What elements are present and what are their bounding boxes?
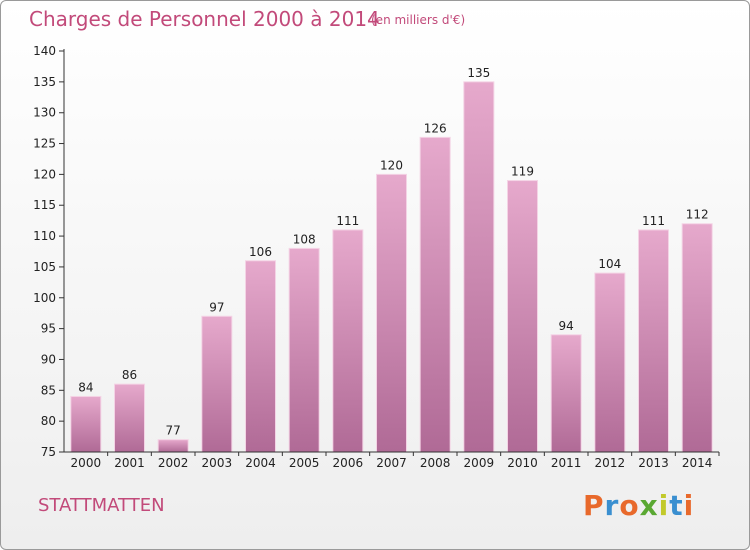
bar-2012 — [594, 272, 626, 453]
value-label-2001: 86 — [122, 368, 137, 382]
x-tick-2005: 2005 — [289, 456, 320, 470]
y-tick-85: 85 — [41, 383, 56, 397]
proxiti-logo[interactable]: Proxiti — [583, 489, 694, 522]
chart-subtitle: (en milliers d'€) — [371, 13, 466, 27]
logo-letter: i — [658, 489, 670, 522]
bar-2005 — [288, 247, 320, 453]
bar-2014 — [681, 223, 713, 453]
value-label-2008: 126 — [424, 121, 447, 135]
y-tick-135: 135 — [33, 75, 56, 89]
bar-2008 — [419, 136, 451, 453]
y-tick-140: 140 — [33, 44, 56, 58]
x-tick-2000: 2000 — [71, 456, 102, 470]
commune-name: STATTMATTEN — [38, 495, 165, 516]
logo-letter: x — [639, 489, 659, 522]
value-label-2009: 135 — [467, 66, 490, 80]
bar-2013 — [638, 229, 669, 453]
x-tick-2010: 2010 — [507, 456, 538, 470]
logo-letter: r — [604, 489, 620, 522]
y-tick-130: 130 — [33, 106, 56, 120]
value-label-2006: 111 — [336, 214, 359, 228]
y-tick-105: 105 — [33, 260, 56, 274]
y-tick-75: 75 — [41, 445, 56, 459]
x-tick-2013: 2013 — [638, 456, 669, 470]
bar-2007 — [376, 173, 407, 453]
bar-2009 — [463, 81, 495, 453]
x-tick-2008: 2008 — [420, 456, 451, 470]
x-tick-2003: 2003 — [202, 456, 233, 470]
y-tick-125: 125 — [33, 137, 56, 151]
x-tick-2009: 2009 — [464, 456, 495, 470]
bar-2004 — [245, 260, 276, 453]
bar-2010 — [507, 180, 538, 453]
x-tick-2014: 2014 — [682, 456, 713, 470]
value-label-2013: 111 — [642, 214, 665, 228]
value-label-2012: 104 — [598, 257, 621, 271]
x-tick-2001: 2001 — [114, 456, 145, 470]
value-label-2003: 97 — [209, 300, 224, 314]
x-tick-2007: 2007 — [376, 456, 407, 470]
value-label-2007: 120 — [380, 158, 403, 172]
y-tick-115: 115 — [33, 198, 56, 212]
y-tick-95: 95 — [41, 322, 56, 336]
x-tick-2006: 2006 — [333, 456, 364, 470]
value-label-2014: 112 — [686, 208, 709, 222]
y-tick-80: 80 — [41, 414, 56, 428]
bar-2006 — [332, 229, 364, 453]
logo-letter: P — [583, 489, 605, 522]
x-tick-2004: 2004 — [245, 456, 276, 470]
chart-title: Charges de Personnel 2000 à 2014 — [29, 7, 380, 31]
logo-letter: o — [619, 489, 640, 522]
value-label-2005: 108 — [293, 232, 316, 246]
y-tick-90: 90 — [41, 352, 56, 366]
bar-2000 — [70, 395, 102, 453]
x-tick-2012: 2012 — [595, 456, 626, 470]
value-label-2002: 77 — [166, 424, 181, 438]
logo-letter: t — [669, 489, 684, 522]
bar-2003 — [201, 315, 233, 453]
x-tick-2002: 2002 — [158, 456, 189, 470]
value-label-2011: 94 — [559, 319, 574, 333]
x-tick-2011: 2011 — [551, 456, 582, 470]
y-tick-120: 120 — [33, 167, 56, 181]
y-tick-110: 110 — [33, 229, 56, 243]
bar-2011 — [550, 334, 582, 453]
logo-letter: i — [683, 489, 695, 522]
value-label-2004: 106 — [249, 245, 272, 259]
value-label-2010: 119 — [511, 165, 534, 179]
bar-2002 — [157, 439, 189, 453]
y-tick-100: 100 — [33, 291, 56, 305]
value-label-2000: 84 — [78, 380, 93, 394]
bar-2001 — [114, 383, 145, 453]
